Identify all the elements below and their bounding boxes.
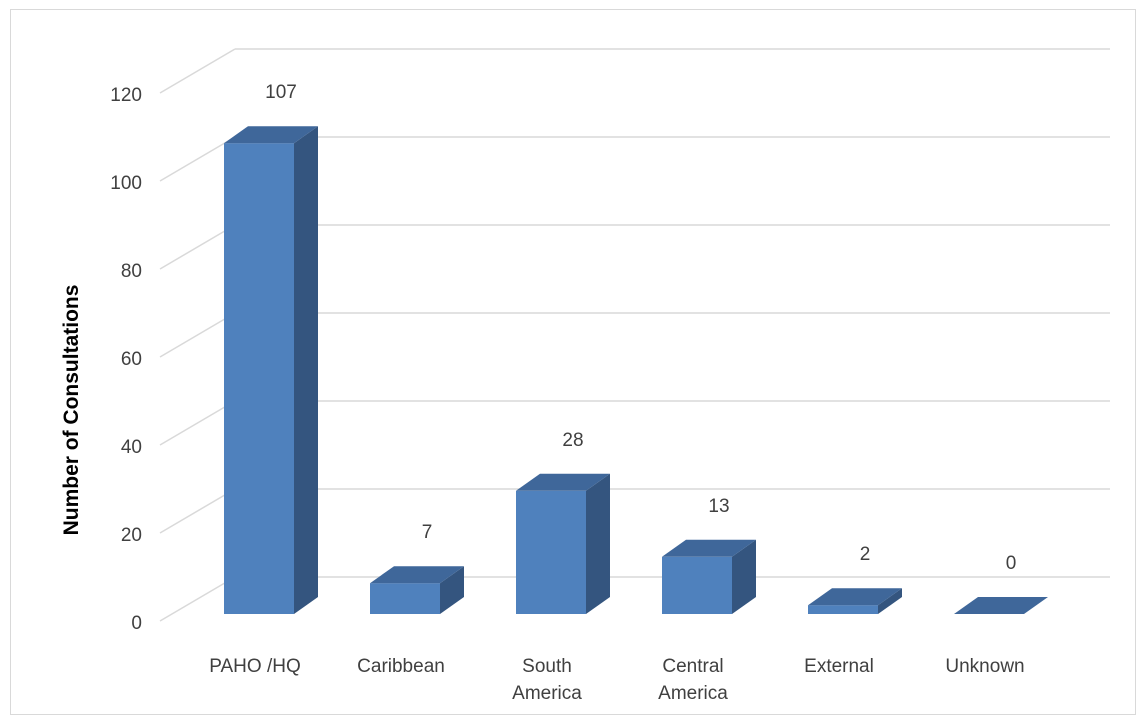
bars — [224, 126, 1048, 614]
bar — [662, 539, 756, 614]
bar-side — [586, 473, 610, 614]
bar-side — [732, 539, 756, 614]
y-tick-label: 40 — [121, 437, 142, 458]
category-label: South America — [512, 656, 582, 704]
category-label: Unknown — [945, 656, 1024, 677]
y-tick-label: 0 — [131, 613, 142, 634]
gridline-side — [159, 136, 236, 182]
bar-top — [224, 126, 318, 144]
bar-front — [224, 143, 294, 614]
chart-frame — [10, 9, 1136, 715]
bar — [224, 126, 318, 614]
bar-side — [878, 588, 902, 614]
gridline-side — [159, 312, 236, 358]
bar-top — [808, 588, 902, 606]
y-tick-label: 80 — [121, 261, 142, 282]
y-tick-label: 60 — [121, 349, 142, 370]
bar-front — [808, 605, 878, 614]
gridline-side — [159, 48, 236, 94]
data-label: 0 — [1006, 553, 1017, 574]
data-label: 28 — [562, 430, 583, 451]
bar-front — [516, 490, 586, 614]
bar — [954, 597, 1048, 614]
bar — [516, 473, 610, 614]
bar-side — [294, 126, 318, 614]
gridlines — [159, 48, 1110, 622]
bar-front — [662, 556, 732, 614]
gridline-side — [159, 400, 236, 446]
data-label: 107 — [265, 82, 297, 103]
bar-side — [440, 566, 464, 614]
y-axis-ticks: 0 20 40 60 80 100 120 — [110, 85, 142, 634]
bar-top — [954, 597, 1048, 614]
bar-top — [662, 539, 756, 557]
category-label: Caribbean — [357, 656, 445, 677]
data-label: 7 — [422, 522, 433, 543]
category-label: External — [804, 656, 874, 677]
y-tick-label: 120 — [110, 85, 142, 106]
category-label: PAHO /HQ — [209, 656, 301, 677]
bar — [370, 566, 464, 614]
y-axis-title: Number of Consultations — [60, 285, 83, 536]
gridline-side — [159, 488, 236, 534]
category-label: Central America — [658, 656, 728, 704]
bar-front — [370, 583, 440, 614]
y-tick-label: 20 — [121, 525, 142, 546]
bar-top — [516, 473, 610, 491]
bar-top — [370, 566, 464, 584]
data-labels: 107 7 28 13 2 0 — [265, 82, 1016, 574]
data-label: 2 — [860, 544, 871, 565]
y-tick-label: 100 — [110, 173, 142, 194]
x-axis-categories: PAHO /HQ Caribbean South America Central Amer… — [209, 656, 1024, 704]
bar — [808, 588, 902, 614]
gridline-side — [159, 224, 236, 270]
data-label: 13 — [708, 496, 729, 517]
gridline-side — [159, 576, 236, 622]
